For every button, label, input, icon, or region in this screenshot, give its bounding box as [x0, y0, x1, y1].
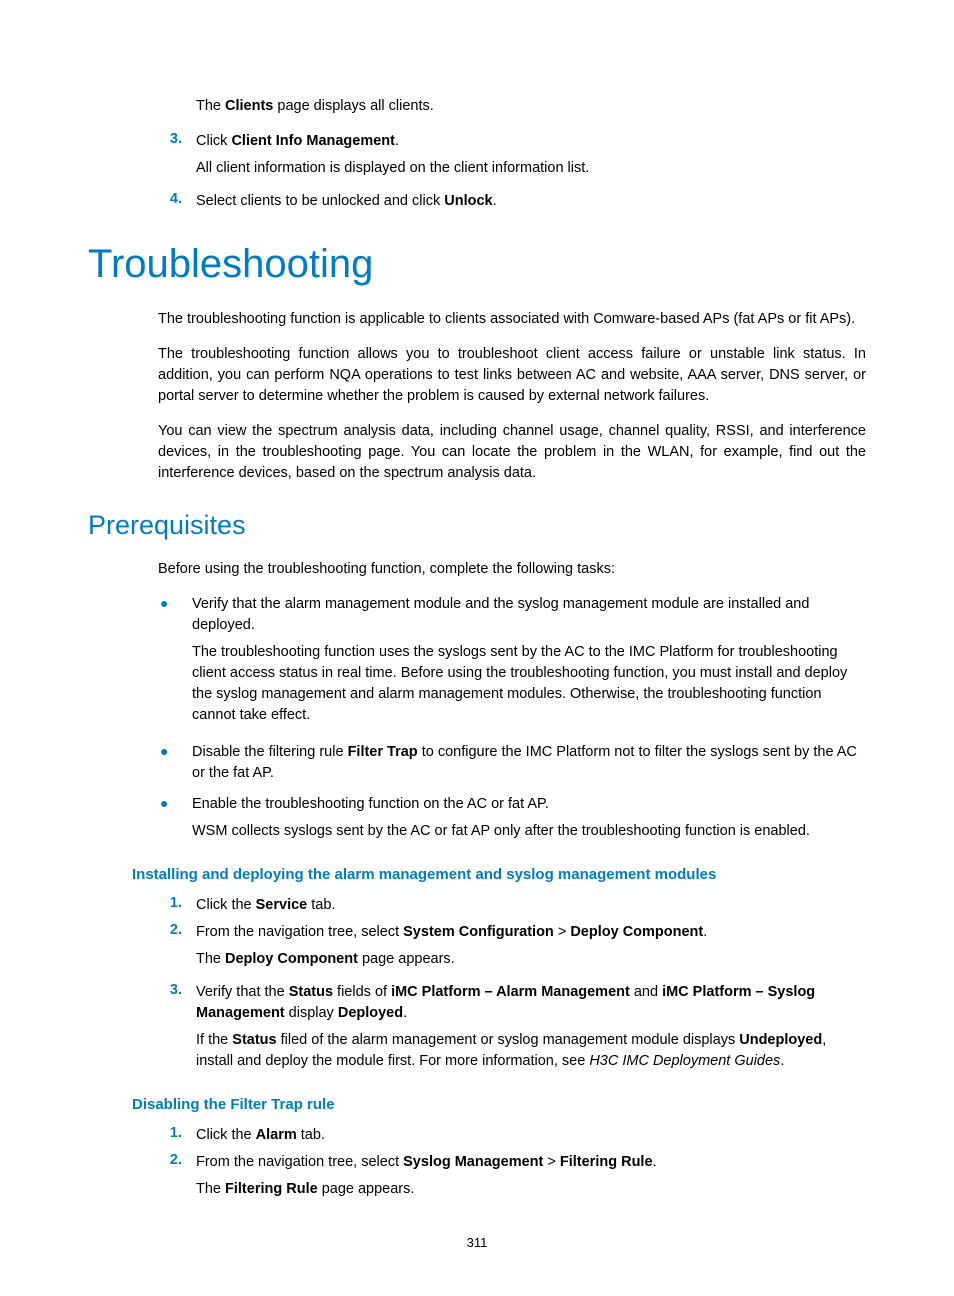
bullet-subtext: The troubleshooting function uses the sy…: [192, 642, 866, 726]
list-subtext: The Filtering Rule page appears.: [196, 1179, 866, 1200]
list-number: 1.: [162, 1125, 196, 1146]
list-text: From the navigation tree, select Syslog …: [196, 1152, 866, 1173]
heading-troubleshooting: Troubleshooting: [88, 242, 866, 287]
list-text: Click the Alarm tab.: [196, 1125, 866, 1146]
list-item: 4. Select clients to be unlocked and cli…: [162, 191, 866, 212]
intro-continuation: The Clients page displays all clients.: [196, 96, 866, 117]
list-text: From the navigation tree, select System …: [196, 922, 866, 943]
heading-disable-filter-trap: Disabling the Filter Trap rule: [132, 1096, 866, 1113]
bullet-item: ● Disable the filtering rule Filter Trap…: [158, 742, 866, 784]
list-item: 1. Click the Alarm tab.: [162, 1125, 866, 1146]
bullet-subtext: WSM collects syslogs sent by the AC or f…: [192, 821, 866, 842]
list-subtext: The Deploy Component page appears.: [196, 949, 866, 970]
page-number: 311: [0, 1235, 954, 1250]
steps-a: 1. Click the Service tab. 2. From the na…: [162, 895, 866, 1078]
list-number: 3.: [162, 982, 196, 1078]
heading-prerequisites: Prerequisites: [88, 510, 866, 541]
prereq-body: Before using the troubleshooting functio…: [158, 559, 866, 848]
list-item: 3. Verify that the Status fields of iMC …: [162, 982, 866, 1078]
list-text: Verify that the Status fields of iMC Pla…: [196, 982, 866, 1024]
list-number: 2.: [162, 1152, 196, 1206]
body-para: The troubleshooting function is applicab…: [158, 309, 866, 330]
intro-para: The Clients page displays all clients.: [196, 96, 866, 117]
troubleshooting-body: The troubleshooting function is applicab…: [158, 309, 866, 484]
list-item: 1. Click the Service tab.: [162, 895, 866, 916]
bullet-item: ● Enable the troubleshooting function on…: [158, 794, 866, 848]
list-number: 4.: [162, 191, 196, 212]
heading-install-deploy: Installing and deploying the alarm manag…: [132, 866, 866, 883]
list-text: Click Client Info Management.: [196, 131, 866, 152]
bullet-text: Enable the troubleshooting function on t…: [192, 794, 866, 815]
prereq-intro: Before using the troubleshooting functio…: [158, 559, 866, 580]
list-text: Select clients to be unlocked and click …: [196, 191, 866, 212]
document-page: The Clients page displays all clients. 3…: [0, 0, 954, 1296]
bullet-text: Verify that the alarm management module …: [192, 594, 866, 636]
list-number: 2.: [162, 922, 196, 976]
bullet-text: Disable the filtering rule Filter Trap t…: [192, 742, 866, 784]
list-text: Click the Service tab.: [196, 895, 866, 916]
list-item: 2. From the navigation tree, select Sysl…: [162, 1152, 866, 1206]
bullet-icon: ●: [158, 794, 192, 848]
intro-ordered-list: 3. Click Client Info Management. All cli…: [162, 131, 866, 212]
list-number: 1.: [162, 895, 196, 916]
steps-b: 1. Click the Alarm tab. 2. From the navi…: [162, 1125, 866, 1206]
list-item: 2. From the navigation tree, select Syst…: [162, 922, 866, 976]
list-item: 3. Click Client Info Management. All cli…: [162, 131, 866, 185]
body-para: You can view the spectrum analysis data,…: [158, 421, 866, 484]
list-subtext: If the Status filed of the alarm managem…: [196, 1030, 866, 1072]
body-para: The troubleshooting function allows you …: [158, 344, 866, 407]
bullet-item: ● Verify that the alarm management modul…: [158, 594, 866, 732]
list-subtext: All client information is displayed on t…: [196, 158, 866, 179]
bullet-icon: ●: [158, 742, 192, 784]
list-number: 3.: [162, 131, 196, 185]
bullet-icon: ●: [158, 594, 192, 732]
